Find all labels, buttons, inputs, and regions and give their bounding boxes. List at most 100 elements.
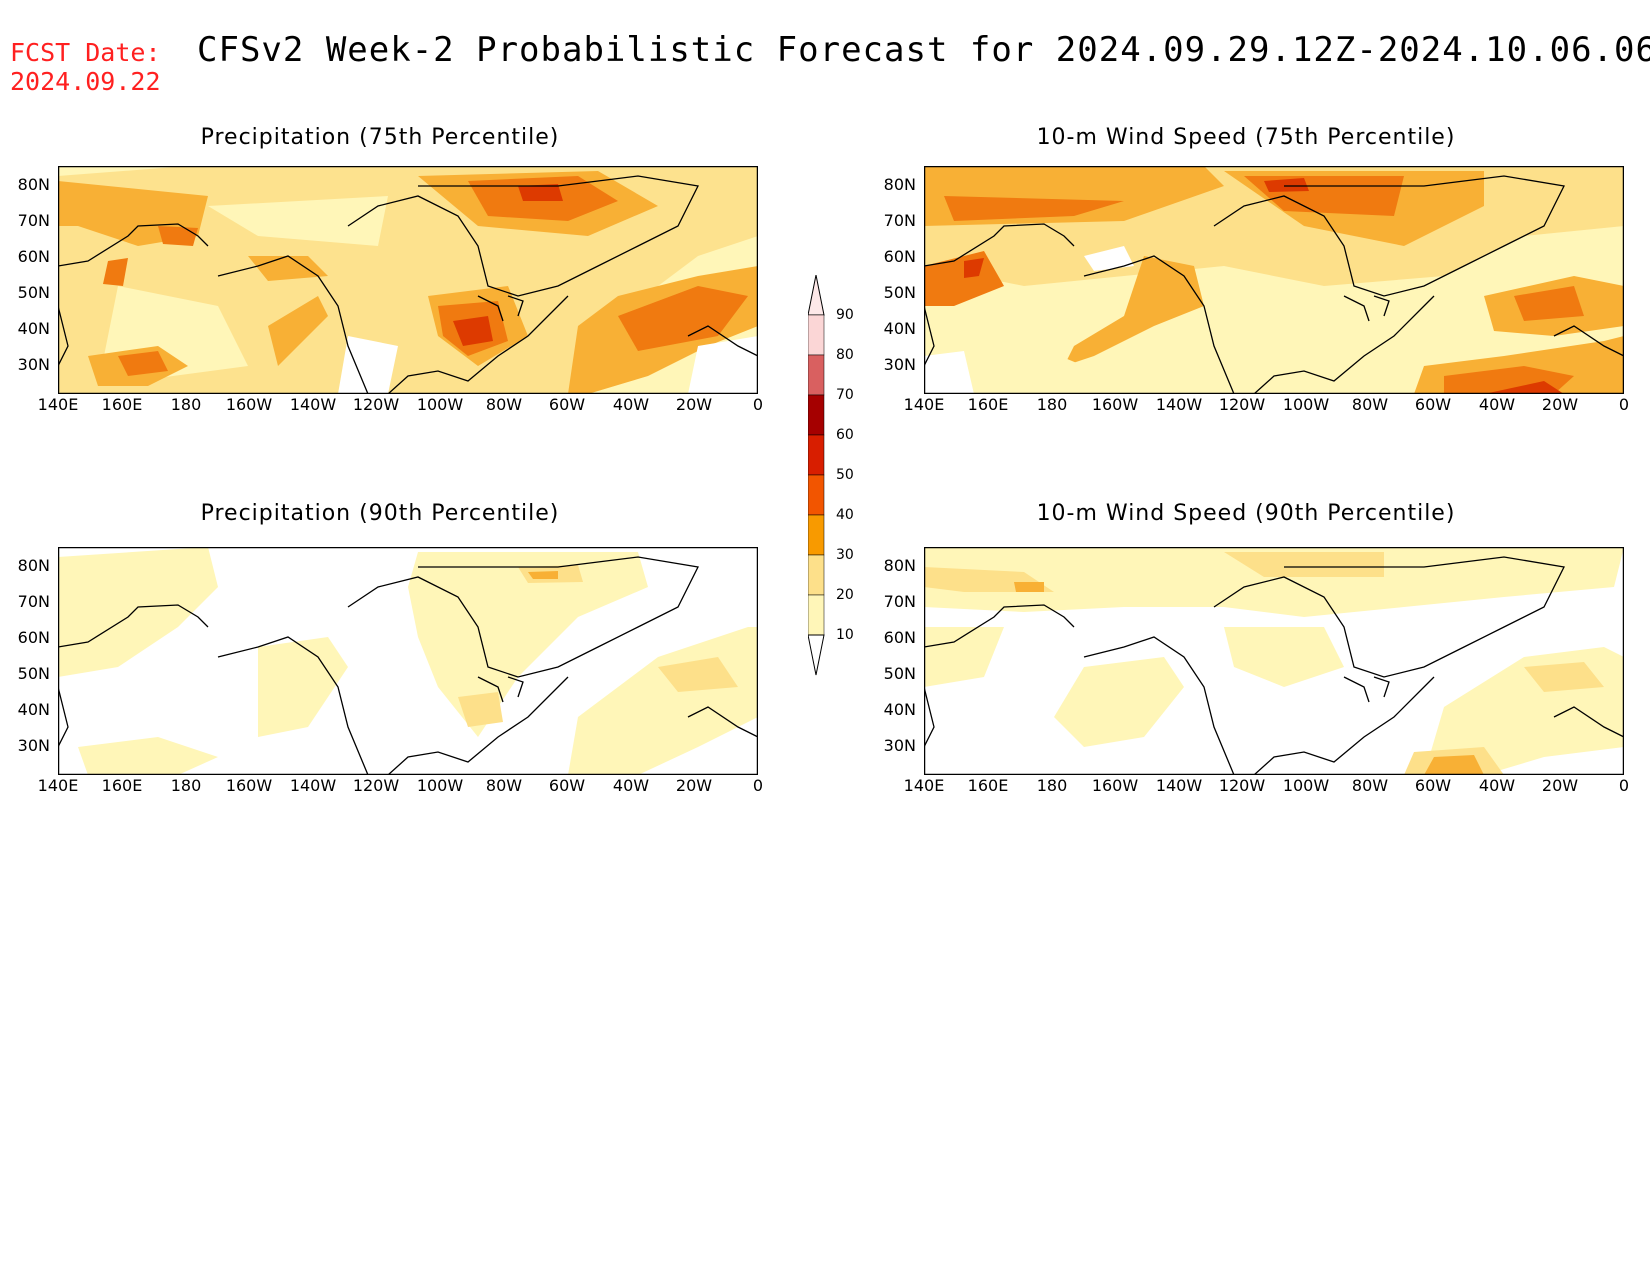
x-tick-label: 60W xyxy=(1414,395,1452,414)
x-tick-label: 20W xyxy=(1541,395,1579,414)
x-tick-label: 40W xyxy=(612,395,650,414)
x-tick-label: 140E xyxy=(903,776,945,795)
forecast-date-block: FCST Date: 2024.09.22 xyxy=(10,38,161,96)
y-tick-label: 80N xyxy=(883,175,916,194)
x-tick-label: 120W xyxy=(1218,395,1266,414)
y-tick-label: 30N xyxy=(883,736,916,755)
y-tick-label: 70N xyxy=(17,211,50,230)
panel-title: Precipitation (90th Percentile) xyxy=(200,501,560,526)
x-tick-label: 160W xyxy=(225,776,273,795)
y-tick-label: 50N xyxy=(17,664,50,683)
x-tick-label: 100W xyxy=(416,776,464,795)
map-precip-75 xyxy=(58,166,758,394)
x-tick-label: 0 xyxy=(1618,395,1630,414)
map-wind-75 xyxy=(924,166,1624,394)
colorbar-label: 30 xyxy=(836,547,854,563)
y-tick-label: 40N xyxy=(883,700,916,719)
forecast-date-value: 2024.09.22 xyxy=(10,67,161,96)
y-tick-label: 40N xyxy=(883,319,916,338)
y-tick-label: 30N xyxy=(883,355,916,374)
page-title: CFSv2 Week-2 Probabilistic Forecast for … xyxy=(197,30,1650,70)
x-tick-label: 80W xyxy=(485,395,523,414)
y-tick-label: 80N xyxy=(17,556,50,575)
colorbar-swatches xyxy=(807,274,825,676)
x-tick-label: 180 xyxy=(170,395,202,414)
y-tick-label: 70N xyxy=(17,592,50,611)
y-tick-label: 60N xyxy=(17,628,50,647)
x-tick-label: 160E xyxy=(967,776,1009,795)
x-tick-label: 140E xyxy=(37,776,79,795)
colorbar-label: 40 xyxy=(836,507,854,523)
colorbar: 90 80 70 60 50 40 30 20 10 xyxy=(807,274,868,685)
x-tick-label: 0 xyxy=(752,395,764,414)
x-tick-label: 160W xyxy=(1091,776,1139,795)
x-tick-label: 120W xyxy=(352,395,400,414)
x-tick-label: 160E xyxy=(967,395,1009,414)
y-tick-label: 50N xyxy=(883,664,916,683)
x-tick-label: 160E xyxy=(101,776,143,795)
colorbar-label: 90 xyxy=(836,307,854,323)
x-tick-label: 100W xyxy=(416,395,464,414)
x-tick-label: 80W xyxy=(1351,776,1389,795)
x-tick-label: 180 xyxy=(1036,776,1068,795)
x-tick-label: 140W xyxy=(1155,776,1203,795)
x-tick-label: 100W xyxy=(1282,776,1330,795)
x-tick-label: 120W xyxy=(352,776,400,795)
x-tick-label: 160E xyxy=(101,395,143,414)
colorbar-label: 50 xyxy=(836,467,854,483)
x-tick-label: 40W xyxy=(1478,776,1516,795)
panel-title: Precipitation (75th Percentile) xyxy=(200,125,560,150)
y-tick-label: 40N xyxy=(17,319,50,338)
x-tick-label: 20W xyxy=(1541,776,1579,795)
map-wind-90 xyxy=(924,547,1624,775)
map-canvas xyxy=(924,166,1624,394)
y-tick-label: 70N xyxy=(883,592,916,611)
x-tick-label: 60W xyxy=(548,776,586,795)
y-tick-label: 40N xyxy=(17,700,50,719)
y-tick-label: 60N xyxy=(883,628,916,647)
x-tick-label: 20W xyxy=(675,776,713,795)
y-tick-label: 50N xyxy=(883,283,916,302)
x-tick-label: 180 xyxy=(1036,395,1068,414)
x-tick-label: 160W xyxy=(1091,395,1139,414)
y-tick-label: 80N xyxy=(17,175,50,194)
y-tick-label: 80N xyxy=(883,556,916,575)
panel-title: 10-m Wind Speed (90th Percentile) xyxy=(1036,501,1456,526)
x-tick-label: 40W xyxy=(612,776,650,795)
y-tick-label: 70N xyxy=(883,211,916,230)
x-tick-label: 140W xyxy=(289,395,337,414)
x-tick-label: 60W xyxy=(1414,776,1452,795)
x-tick-label: 120W xyxy=(1218,776,1266,795)
x-tick-label: 140E xyxy=(37,395,79,414)
forecast-date-label: FCST Date: xyxy=(10,38,161,67)
x-tick-label: 80W xyxy=(1351,395,1389,414)
x-tick-label: 20W xyxy=(675,395,713,414)
y-tick-label: 60N xyxy=(883,247,916,266)
x-tick-label: 0 xyxy=(752,776,764,795)
panel-precip-75: Precipitation (75th Percentile) xyxy=(0,125,764,425)
x-tick-label: 80W xyxy=(485,776,523,795)
panel-wind-75: 10-m Wind Speed (75th Percentile) xyxy=(866,125,1630,425)
y-tick-label: 30N xyxy=(17,355,50,374)
x-tick-label: 160W xyxy=(225,395,273,414)
x-tick-label: 40W xyxy=(1478,395,1516,414)
x-tick-label: 140W xyxy=(1155,395,1203,414)
x-tick-label: 0 xyxy=(1618,776,1630,795)
map-precip-90 xyxy=(58,547,758,775)
panel-title: 10-m Wind Speed (75th Percentile) xyxy=(1036,125,1456,150)
x-tick-label: 140E xyxy=(903,395,945,414)
x-tick-label: 60W xyxy=(548,395,586,414)
x-tick-label: 180 xyxy=(170,776,202,795)
x-tick-label: 100W xyxy=(1282,395,1330,414)
map-canvas xyxy=(924,547,1624,775)
x-tick-label: 140W xyxy=(289,776,337,795)
colorbar-label: 70 xyxy=(836,387,854,403)
panel-wind-90: 10-m Wind Speed (90th Percentile) xyxy=(866,501,1630,801)
colorbar-label: 80 xyxy=(836,347,854,363)
y-tick-label: 30N xyxy=(17,736,50,755)
colorbar-label: 60 xyxy=(836,427,854,443)
map-canvas xyxy=(58,547,758,775)
colorbar-label: 10 xyxy=(836,627,854,643)
y-tick-label: 60N xyxy=(17,247,50,266)
panel-precip-90: Precipitation (90th Percentile) xyxy=(0,501,764,801)
